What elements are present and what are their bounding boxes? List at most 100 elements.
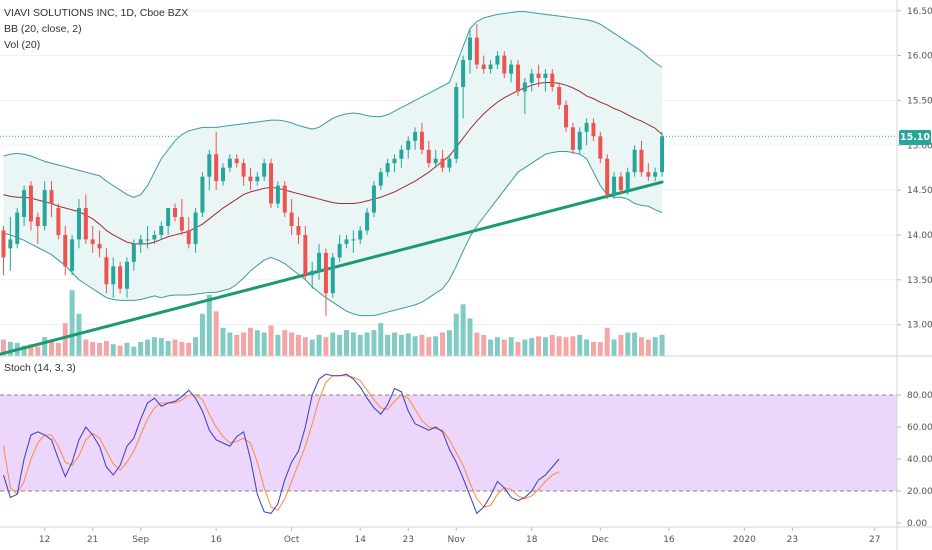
candle-body [159, 225, 164, 235]
candle-body [35, 217, 40, 226]
volume-bar [302, 337, 308, 356]
price-axis[interactable]: 13.00 13.50 14.00 14.50 15.00 15.50 16.00 16.50 [897, 7, 932, 331]
time-tick-label: 12 [39, 535, 50, 545]
volume-bar [446, 330, 452, 356]
candle-body [104, 257, 109, 285]
time-tick-label: Oct [284, 535, 300, 545]
price-tick-label: 14.00 [907, 231, 932, 241]
candle-body [502, 55, 507, 74]
candle-body [454, 86, 459, 159]
candle-body [214, 154, 219, 182]
candle-body [269, 163, 274, 204]
candle-body [406, 140, 411, 150]
candle-body [179, 217, 184, 231]
candle-body [15, 212, 20, 244]
candle-body [227, 158, 232, 168]
candle-body [598, 136, 603, 159]
candle-body [488, 64, 493, 70]
volume-bar [625, 332, 631, 356]
bb-indicator-label: BB (20, close, 2) [4, 23, 82, 35]
volume-bar [542, 337, 548, 356]
volume-bar [295, 334, 301, 356]
price-tick-label: 13.00 [907, 321, 932, 331]
stoch-d-line [3, 375, 560, 511]
candle-body [173, 208, 177, 218]
candle-body [138, 239, 143, 244]
volume-bar [426, 337, 432, 356]
volume-bar [261, 332, 267, 356]
volume-bar [481, 334, 487, 356]
volume-bar [364, 332, 370, 356]
time-tick-label: 23 [403, 535, 414, 545]
candle-body [83, 208, 88, 240]
volume-bar [49, 341, 55, 356]
volume-bar [35, 346, 41, 356]
candle-body [536, 73, 541, 79]
symbol-title: VIAVI SOLUTIONS INC, 1D, Cboe BZX [4, 7, 189, 19]
volume-bar [611, 339, 617, 356]
candle-body [131, 243, 136, 262]
volume-bar [268, 325, 274, 356]
candle-body [90, 239, 95, 244]
time-tick-label: Dec [592, 535, 609, 545]
candle-body [577, 131, 582, 150]
candle-body [516, 64, 520, 92]
volume-bar [659, 334, 665, 356]
candle-body [385, 163, 390, 173]
volume-bar [522, 339, 528, 356]
candle-body [612, 176, 617, 195]
volume-bar [193, 337, 199, 356]
candle-body [200, 176, 205, 213]
volume-bar [282, 330, 288, 356]
volume-bar [433, 336, 439, 356]
legend-volume[interactable]: Vol (20) [4, 39, 40, 51]
candle-body [152, 234, 157, 240]
candle-body [413, 131, 418, 141]
candle-body [76, 208, 81, 240]
candle-body [8, 239, 13, 249]
volume-bar [577, 334, 583, 356]
candle-body [186, 230, 191, 244]
volume-bar [508, 337, 514, 356]
legend-stoch[interactable]: Stoch (14, 3, 3) [4, 362, 76, 374]
candle-body [639, 149, 644, 173]
candle-body [591, 122, 596, 137]
legend-bb[interactable]: BB (20, close, 2) [4, 23, 82, 35]
volume-bar [254, 330, 260, 356]
time-tick-label: 16 [663, 535, 675, 545]
candle-body [282, 185, 287, 213]
candle-body [447, 158, 452, 168]
candles [1, 24, 665, 316]
candle-body [262, 163, 267, 177]
candle-body [118, 266, 123, 289]
volume-bar [323, 337, 329, 356]
candle-body [234, 158, 239, 164]
stochastic-axis[interactable]: 0.00 20.00 40.00 60.00 80.00 [897, 391, 932, 529]
volume-bar [165, 340, 171, 356]
volume-bar [275, 334, 281, 356]
candle-body [248, 176, 253, 182]
volume-bar [179, 341, 185, 356]
stoch-tick-label: 20.00 [907, 487, 932, 497]
volume-bar [213, 311, 219, 356]
candle-body [509, 64, 514, 74]
time-tick-label: 27 [869, 535, 880, 545]
volume-bar [632, 332, 638, 356]
legend-symbol[interactable]: VIAVI SOLUTIONS INC, 1D, Cboe BZX [4, 7, 188, 19]
time-axis[interactable]: 12 21 Sep 16 Oct 14 23 Nov 18 Dec 16 2020 23 27 [39, 527, 881, 545]
volume-bar [344, 330, 349, 356]
candle-body [42, 190, 47, 226]
candle-body [474, 37, 479, 65]
volume-bar [69, 290, 75, 356]
stoch-k-line [3, 373, 560, 515]
volume-bar [131, 346, 137, 356]
volume-bar [227, 332, 233, 356]
candle-body [317, 252, 322, 271]
volume-bar [138, 341, 144, 356]
volume-bar [1, 339, 6, 356]
volume-bar [206, 294, 212, 356]
candle-body [419, 131, 424, 150]
candle-body [49, 190, 54, 204]
volume-bar [186, 342, 192, 356]
